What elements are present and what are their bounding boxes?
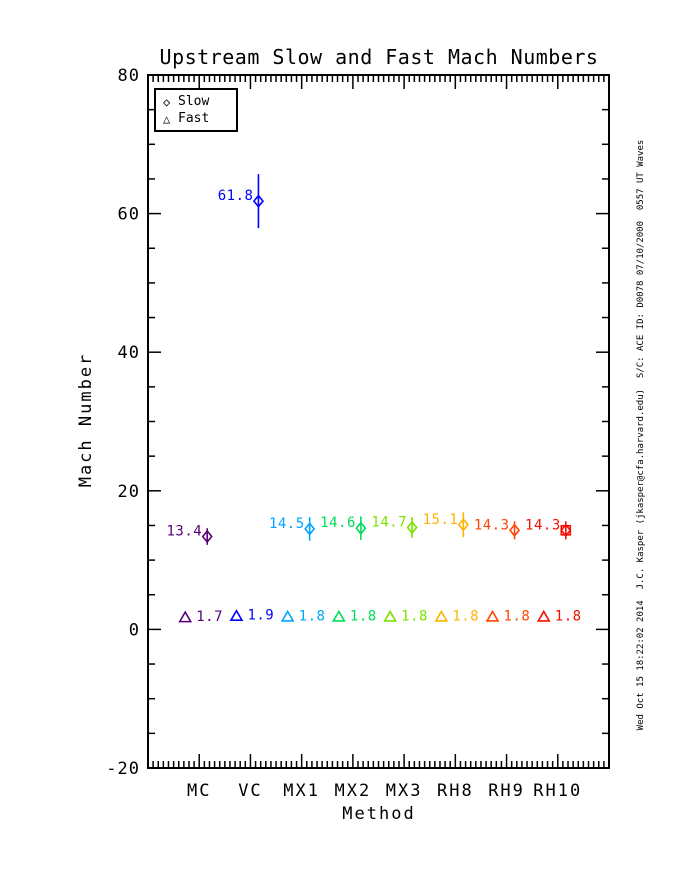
svg-text:RH9: RH9 [488, 781, 525, 801]
svg-text:RH10: RH10 [533, 781, 582, 801]
svg-text:1.8: 1.8 [401, 608, 428, 624]
svg-text:1.8: 1.8 [555, 608, 582, 624]
legend-label-slow: Slow [178, 94, 210, 109]
svg-text:VC: VC [238, 781, 262, 801]
svg-text:13.4: 13.4 [167, 524, 203, 540]
svg-text:80: 80 [118, 66, 140, 86]
svg-text:14.5: 14.5 [269, 516, 305, 532]
legend: ◇ Slow △ Fast [154, 88, 238, 132]
svg-text:60: 60 [118, 205, 140, 225]
svg-text:1.8: 1.8 [299, 608, 326, 624]
svg-text:15.1: 15.1 [423, 512, 459, 528]
plot-metadata-note: Wed Oct 15 18:22:02 2014 J.C. Kasper (jk… [636, 139, 646, 731]
x-axis-title: Method [342, 804, 416, 824]
svg-text:MX2: MX2 [335, 781, 372, 801]
svg-text:RH8: RH8 [437, 781, 474, 801]
svg-text:1.8: 1.8 [504, 608, 531, 624]
svg-text:1.8: 1.8 [350, 608, 377, 624]
y-tick-labels: 80 60 40 20 0 -20 [106, 66, 140, 779]
svg-text:14.3: 14.3 [474, 517, 510, 533]
svg-text:1.7: 1.7 [196, 609, 223, 625]
slow-series: 13.4 61.8 14.5 14.6 14.7 15.1 14.3 14.3 [167, 174, 572, 545]
diamond-marker-icon: ◇ [163, 94, 171, 109]
svg-text:MX1: MX1 [283, 781, 320, 801]
svg-text:14.7: 14.7 [371, 515, 407, 531]
svg-text:1.8: 1.8 [452, 608, 479, 624]
y-axis-ticks [148, 108, 609, 735]
svg-text:-20: -20 [106, 759, 140, 779]
legend-entry-fast: △ Fast [163, 110, 236, 127]
svg-text:40: 40 [118, 343, 140, 363]
x-tick-labels: MC VC MX1 MX2 MX3 RH8 RH9 RH10 [187, 781, 582, 801]
svg-text:0: 0 [129, 620, 140, 640]
fast-series: 1.7 1.9 1.8 1.8 1.8 1.8 1.8 1.8 [178, 608, 582, 625]
y-axis-title: Mach Number [76, 352, 96, 488]
svg-text:14.3: 14.3 [525, 517, 561, 533]
svg-text:14.6: 14.6 [320, 515, 356, 531]
axes-box [147, 74, 610, 769]
legend-label-fast: Fast [178, 111, 210, 126]
legend-entry-slow: ◇ Slow [163, 93, 236, 110]
svg-text:MC: MC [187, 781, 211, 801]
triangle-marker-icon: △ [163, 111, 171, 126]
chart-title: Upstream Slow and Fast Mach Numbers [159, 45, 599, 69]
svg-text:MX3: MX3 [386, 781, 423, 801]
svg-text:61.8: 61.8 [218, 188, 254, 204]
svg-text:1.9: 1.9 [247, 608, 274, 624]
svg-text:20: 20 [118, 482, 140, 502]
x-axis-ticks [152, 75, 605, 768]
